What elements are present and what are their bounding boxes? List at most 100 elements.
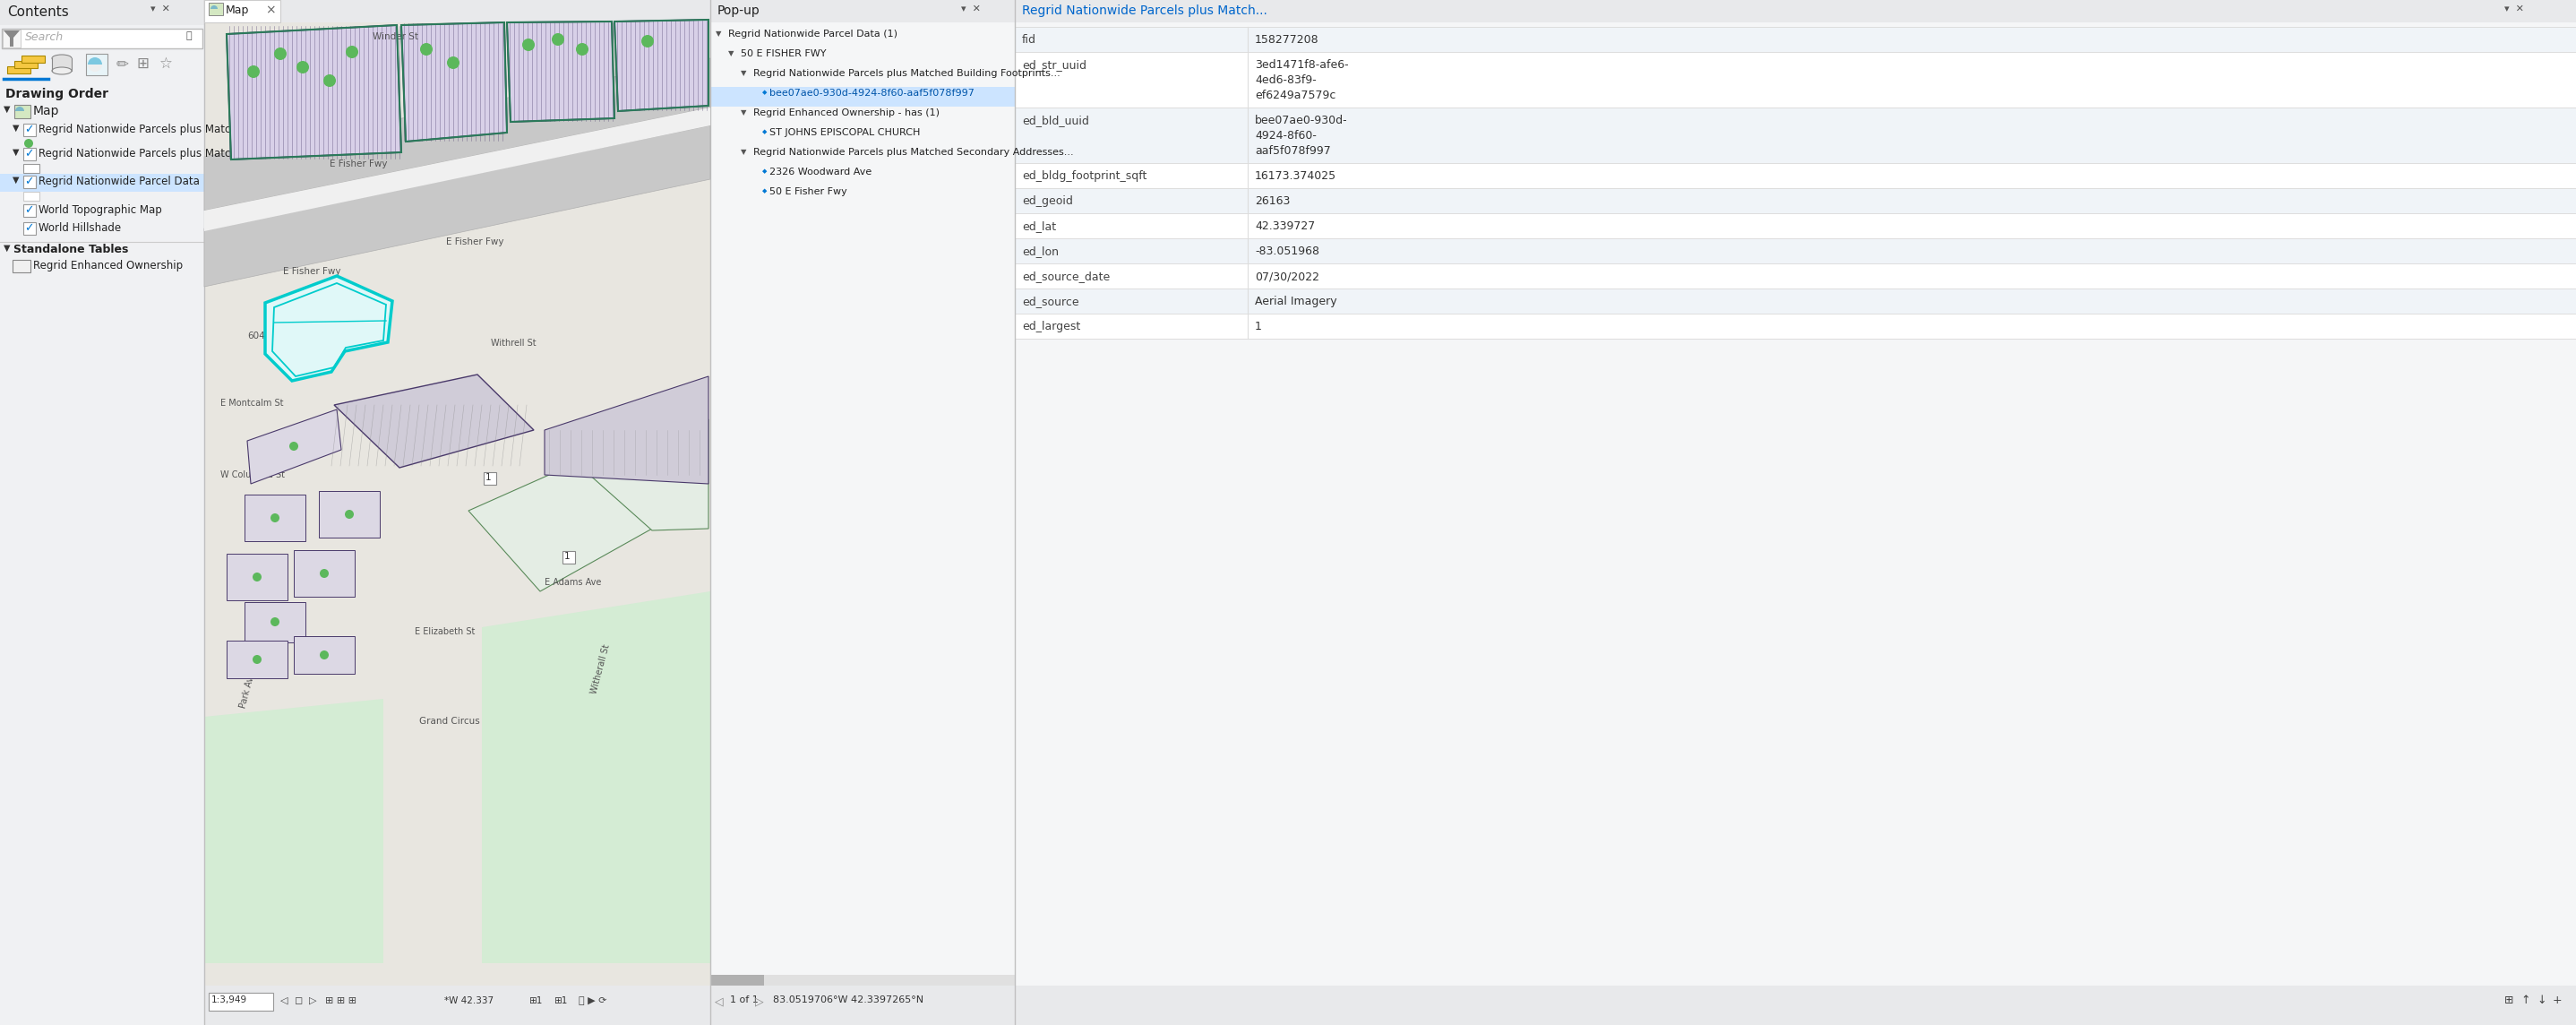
Bar bbox=[52, 58, 72, 71]
Text: ▼: ▼ bbox=[3, 244, 10, 253]
Text: ed_lon: ed_lon bbox=[1023, 246, 1059, 257]
Text: Search: Search bbox=[26, 32, 64, 43]
Text: *W 42.337: *W 42.337 bbox=[443, 996, 495, 1006]
Bar bbox=[21, 55, 44, 63]
Text: Map: Map bbox=[227, 4, 250, 16]
Bar bbox=[23, 222, 36, 235]
Circle shape bbox=[551, 33, 564, 46]
Text: Witherall St: Witherall St bbox=[590, 644, 611, 695]
Bar bbox=[0, 174, 204, 192]
Text: ◻: ◻ bbox=[294, 996, 304, 1006]
Text: Regrid Nationwide Parcel Data (1): Regrid Nationwide Parcel Data (1) bbox=[729, 30, 896, 39]
Bar bbox=[23, 124, 36, 136]
Text: ▾  ✕: ▾ ✕ bbox=[2504, 4, 2524, 13]
Bar bbox=[562, 551, 574, 564]
Bar bbox=[0, 0, 204, 25]
Polygon shape bbox=[3, 31, 21, 46]
Bar bbox=[85, 53, 108, 75]
Bar bbox=[8, 67, 31, 74]
Text: Regrid Nationwide Parcels plus Matched Buil...: Regrid Nationwide Parcels plus Matched B… bbox=[39, 148, 283, 160]
Bar bbox=[23, 164, 39, 173]
Text: ✓: ✓ bbox=[23, 148, 33, 160]
Text: ▼: ▼ bbox=[13, 175, 18, 184]
Polygon shape bbox=[587, 419, 708, 530]
Text: Regrid Nationwide Parcel Data: Regrid Nationwide Parcel Data bbox=[39, 175, 198, 188]
Text: ▼: ▼ bbox=[742, 148, 747, 156]
Bar bbox=[1015, 239, 2576, 263]
Text: ⏸ ▶ ⟳: ⏸ ▶ ⟳ bbox=[580, 996, 608, 1006]
Text: ▷: ▷ bbox=[755, 995, 762, 1008]
Text: +: + bbox=[2553, 994, 2563, 1007]
Circle shape bbox=[345, 46, 358, 58]
Bar bbox=[23, 192, 39, 201]
Circle shape bbox=[296, 60, 309, 74]
Wedge shape bbox=[88, 65, 103, 72]
Text: Regrid Nationwide Parcels plus Matched Secondary Addresses...: Regrid Nationwide Parcels plus Matched S… bbox=[752, 148, 1074, 157]
Bar bbox=[711, 0, 1015, 23]
Text: World Hillshade: World Hillshade bbox=[39, 222, 121, 234]
Bar bbox=[1015, 986, 2576, 1025]
Text: Pop-up: Pop-up bbox=[719, 4, 760, 17]
Bar bbox=[711, 87, 1015, 107]
Text: ✏: ✏ bbox=[116, 55, 129, 72]
Text: -83.051968: -83.051968 bbox=[1255, 246, 1319, 257]
Text: bee07ae0-930d-: bee07ae0-930d- bbox=[1255, 115, 1347, 126]
Bar bbox=[227, 641, 289, 679]
Bar bbox=[227, 554, 289, 601]
Text: 07/30/2022: 07/30/2022 bbox=[1255, 271, 1319, 282]
Text: 4ed6-83f9-: 4ed6-83f9- bbox=[1255, 75, 1316, 86]
Text: Standalone Tables: Standalone Tables bbox=[13, 244, 129, 255]
Polygon shape bbox=[507, 22, 616, 122]
Text: 50 E FISHER FWY: 50 E FISHER FWY bbox=[742, 49, 827, 58]
Text: 83.0519706°W 42.3397265°N: 83.0519706°W 42.3397265°N bbox=[773, 995, 925, 1004]
Text: E Adams Ave: E Adams Ave bbox=[544, 578, 600, 587]
Bar bbox=[1015, 213, 2576, 239]
Bar bbox=[484, 473, 497, 485]
Polygon shape bbox=[544, 376, 708, 484]
Bar bbox=[245, 495, 307, 541]
Bar bbox=[0, 52, 204, 81]
Circle shape bbox=[641, 35, 654, 47]
Text: 1:3,949: 1:3,949 bbox=[211, 995, 247, 1004]
Polygon shape bbox=[335, 374, 533, 467]
Polygon shape bbox=[402, 23, 507, 141]
Bar bbox=[1015, 0, 2576, 1025]
Text: 🔍: 🔍 bbox=[185, 32, 193, 40]
Text: fid: fid bbox=[1023, 34, 1036, 46]
Bar bbox=[209, 3, 224, 15]
Text: ↓: ↓ bbox=[2537, 994, 2545, 1007]
Text: ✓: ✓ bbox=[23, 175, 33, 188]
Circle shape bbox=[420, 43, 433, 55]
Text: ▾  ✕: ▾ ✕ bbox=[961, 4, 981, 13]
Text: ⊞1: ⊞1 bbox=[554, 996, 567, 1006]
Bar bbox=[23, 175, 36, 189]
Polygon shape bbox=[482, 591, 711, 963]
Bar bbox=[23, 204, 36, 217]
Text: ▷: ▷ bbox=[309, 996, 317, 1006]
Bar bbox=[294, 637, 355, 673]
Circle shape bbox=[270, 514, 278, 523]
Bar bbox=[319, 491, 379, 537]
Text: Regrid Enhanced Ownership: Regrid Enhanced Ownership bbox=[33, 259, 183, 272]
Circle shape bbox=[273, 47, 286, 60]
Text: ▼: ▼ bbox=[716, 30, 721, 38]
Polygon shape bbox=[227, 25, 402, 160]
Text: Regrid Nationwide Parcels plus Matched Sec...: Regrid Nationwide Parcels plus Matched S… bbox=[39, 124, 283, 135]
Text: ◆: ◆ bbox=[762, 89, 768, 95]
Circle shape bbox=[319, 651, 330, 659]
Text: aaf5f078f997: aaf5f078f997 bbox=[1255, 146, 1332, 157]
Text: ed_bldg_footprint_sqft: ed_bldg_footprint_sqft bbox=[1023, 170, 1146, 181]
Bar bbox=[711, 975, 1015, 986]
Wedge shape bbox=[15, 107, 23, 111]
Text: ◁: ◁ bbox=[281, 996, 289, 1006]
Text: ⊞: ⊞ bbox=[2504, 994, 2514, 1007]
Bar bbox=[1015, 108, 2576, 163]
Text: E Montcalm St: E Montcalm St bbox=[222, 399, 283, 408]
Bar bbox=[1015, 52, 2576, 108]
Bar bbox=[245, 602, 307, 643]
Circle shape bbox=[345, 509, 353, 519]
Bar bbox=[23, 148, 36, 160]
Text: Park Ave: Park Ave bbox=[237, 670, 258, 709]
Polygon shape bbox=[204, 699, 384, 963]
Text: ▼: ▼ bbox=[13, 124, 18, 132]
